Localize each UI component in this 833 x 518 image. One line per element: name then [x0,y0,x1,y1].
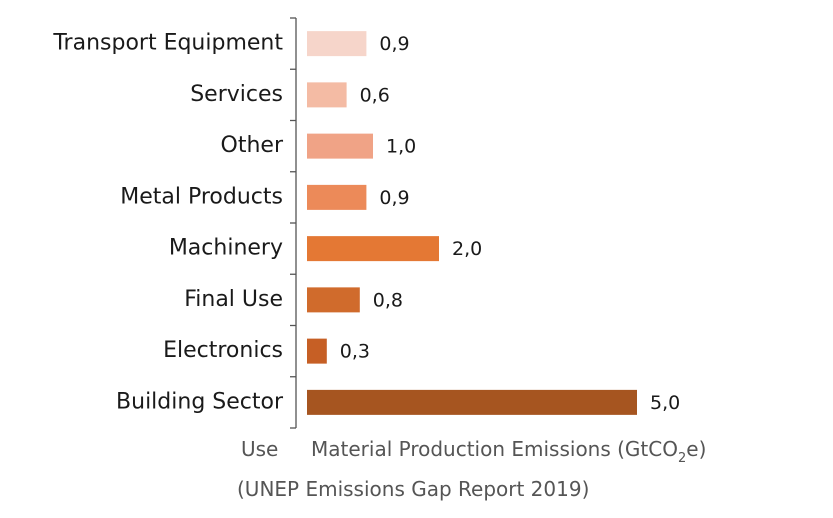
value-label: 0,3 [340,341,370,363]
category-label: Transport Equipment [52,31,283,56]
value-label: 0,8 [373,289,403,311]
value-label: 2,0 [452,238,482,260]
bar [307,31,367,57]
bar [307,389,637,415]
bar [307,133,373,159]
category-label: Other [221,133,284,158]
value-label: 1,0 [386,136,416,158]
x-axis-title-end: e) [686,437,706,461]
x-axis-title-main: Material Production Emissions (GtCO [311,437,678,461]
bars-group: Transport Equipment 0,9 Services 0,6 Other 1,… [52,31,680,415]
x-axis-title: Material Production Emissions (GtCO2e) [311,437,706,466]
value-label: 0,9 [379,187,409,209]
source-note: (UNEP Emissions Gap Report 2019) [237,477,589,501]
category-label: Machinery [169,236,283,261]
x-axis-title-subscript: 2 [678,451,686,466]
category-label: Services [190,82,283,107]
value-label: 0,9 [379,33,409,55]
bar [307,82,347,108]
y-axis-ticks [290,17,296,429]
value-label: 5,0 [650,392,680,414]
category-label: Metal Products [120,184,283,209]
category-label: Final Use [184,287,283,312]
bar [307,287,360,313]
category-label: Building Sector [116,389,284,414]
bar [307,338,327,364]
category-label: Electronics [163,338,283,363]
bar [307,184,367,210]
y-axis-title: Use [241,437,278,461]
value-label: 0,6 [360,84,390,106]
bar [307,236,439,262]
